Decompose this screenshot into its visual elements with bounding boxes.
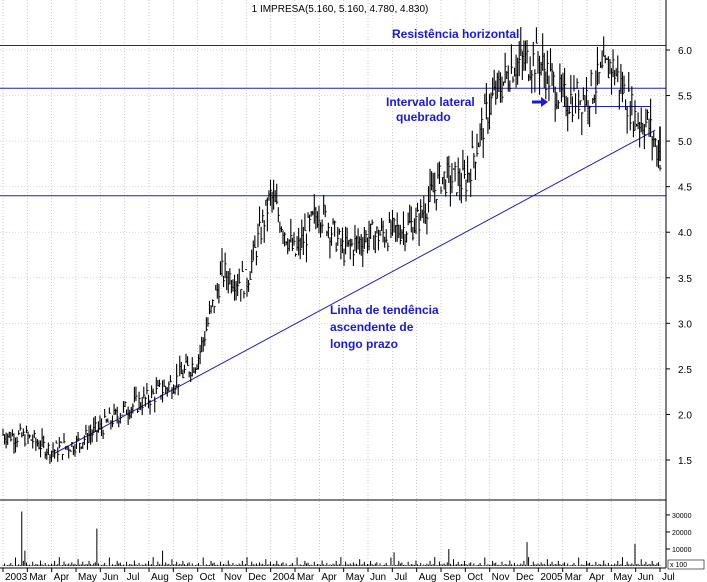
volume-tick-label: 20000 [672, 530, 692, 537]
time-tick-label: Dec [248, 572, 266, 582]
time-tick-label: Jun [370, 572, 386, 582]
chart-title: 1 IMPRESA(5.160, 5.160, 4.780, 4.830) [252, 4, 429, 15]
time-tick-label: Nov [224, 572, 242, 582]
volume-unit-box [667, 559, 705, 570]
annotation-resistance: Resistência horizontal [392, 27, 519, 41]
time-tick-label: Mar [565, 572, 583, 582]
annotation-trend-line3: longo prazo [330, 337, 398, 351]
time-tick-label: May [78, 572, 97, 582]
time-tick-label: Mar [297, 572, 315, 582]
time-tick-label: Nov [492, 572, 510, 582]
volume-bars [2, 511, 661, 566]
time-tick-label: Aug [419, 572, 437, 582]
time-tick-label: Dec [516, 572, 534, 582]
volume-tick-label: 10000 [672, 547, 692, 554]
time-tick-label: Mar [29, 572, 47, 582]
time-tick-label: Sep [175, 572, 193, 582]
arrow-right-icon [532, 97, 548, 107]
volume-unit-label: x 100 [670, 562, 687, 569]
price-tick-label: 2.5 [678, 365, 692, 376]
time-tick-label: Apr [321, 572, 337, 582]
time-tick-label: Sep [443, 572, 461, 582]
annotation-trend-line2: ascendente de [330, 320, 414, 334]
price-tick-label: 5.5 [678, 92, 692, 103]
price-tick-label: 3.5 [678, 274, 692, 285]
time-tick-label: 2005 [540, 572, 563, 582]
time-tick-label: 2004 [273, 572, 296, 582]
price-tick-label: 1.5 [678, 456, 692, 467]
annotation-trend-line1: Linha de tendência [330, 303, 439, 317]
time-tick-label: Oct [200, 572, 216, 582]
price-tick-labels: 6.0 5.5 5.0 4.5 4.0 3.5 3.0 2.5 2.0 1.5 [666, 46, 692, 467]
price-tick-label: 6.0 [678, 46, 692, 57]
time-tick-label: Aug [151, 572, 169, 582]
time-tick-label: Apr [54, 572, 70, 582]
volume-tick-label: 30000 [672, 513, 692, 520]
time-tick-labels: 2003 Mar Apr May Jun Jul Aug Sep Oct Nov Dec 2004 Ma… [2, 568, 675, 582]
price-tick-label: 3.0 [678, 319, 692, 330]
annotation-lateral-line1: Intervalo lateral [386, 95, 475, 109]
time-tick-label: May [613, 572, 632, 582]
time-tick-label: Jul [662, 572, 675, 582]
time-tick-label: Apr [589, 572, 605, 582]
annotation-lateral-line2: quebrado [396, 110, 451, 124]
time-tick-label: Oct [467, 572, 483, 582]
time-tick-label: Jun [102, 572, 118, 582]
volume-tick-labels: 30000 20000 10000 [666, 513, 692, 554]
grid [0, 0, 666, 568]
price-tick-label: 5.0 [678, 137, 692, 148]
time-tick-label: Jul [127, 572, 140, 582]
price-tick-label: 2.0 [678, 410, 692, 421]
time-tick-label: 2003 [5, 572, 28, 582]
time-tick-label: Jul [394, 572, 407, 582]
time-tick-label: Jun [638, 572, 654, 582]
price-tick-label: 4.5 [678, 183, 692, 194]
price-bars [2, 27, 662, 464]
price-tick-label: 4.0 [678, 228, 692, 239]
axes [0, 0, 667, 569]
time-tick-label: May [346, 572, 365, 582]
